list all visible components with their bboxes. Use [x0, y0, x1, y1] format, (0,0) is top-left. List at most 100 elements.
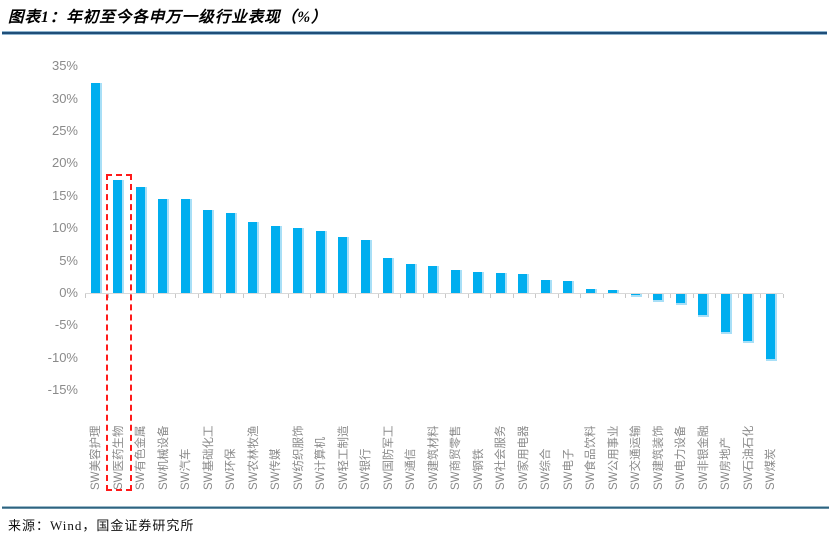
x-axis-label-21: SW电子 [562, 448, 575, 490]
x-axis-tickmark [85, 294, 86, 298]
x-axis-label-22: SW食品饮料 [585, 425, 598, 490]
x-axis-tickmark [647, 294, 649, 298]
x-axis-tickmark [715, 294, 716, 298]
x-axis-label-6: SW环保 [225, 448, 238, 490]
title-divider [2, 31, 827, 35]
y-axis-tick-label: 25% [51, 123, 78, 138]
bar-SW石油石化 [743, 294, 755, 343]
x-axis-tickmark [400, 294, 401, 298]
x-axis-tickmark [152, 294, 154, 298]
bar-SW公用事业 [608, 289, 620, 293]
x-axis-label-0: SW美容护理 [90, 425, 103, 490]
x-axis-line [85, 293, 783, 294]
x-axis-label-4: SW汽车 [180, 448, 193, 490]
x-axis-label-2: SW有色金属 [135, 425, 148, 490]
y-axis-tick-label: -10% [47, 349, 78, 365]
bar-SW家用电器 [518, 274, 530, 293]
x-axis-label-23: SW公用事业 [607, 425, 620, 490]
x-axis-label-12: SW银行 [360, 448, 373, 490]
x-axis-label-29: SW石油石化 [742, 425, 755, 490]
bar-SW农林牧渔 [248, 221, 260, 293]
x-axis-tickmark [760, 294, 761, 298]
bar-SW钢铁 [473, 272, 485, 293]
x-axis-tickmark [310, 294, 311, 298]
x-axis-tickmark [197, 294, 199, 298]
y-axis-tick-label: 15% [51, 187, 78, 203]
bar-SW电子 [563, 281, 575, 293]
x-axis-tickmark [737, 294, 739, 298]
source-note: 来源：Wind，国金证券研究所 [8, 518, 195, 533]
bar-SW电力设备 [675, 294, 687, 306]
x-axis-tickmark [512, 294, 514, 298]
x-axis-label-8: SW传媒 [270, 448, 283, 490]
y-axis-tick-label: 5% [59, 252, 78, 268]
bar-SW有色金属 [135, 187, 147, 293]
bar-SW建筑装饰 [653, 294, 665, 302]
x-axis-label-24: SW交通运输 [630, 425, 643, 490]
x-axis-tickmark [580, 294, 581, 298]
bar-SW交通运输 [630, 294, 642, 298]
x-axis-tickmark [445, 294, 446, 298]
x-axis-label-5: SW基础化工 [202, 425, 215, 490]
x-axis-tickmark [242, 294, 244, 298]
bar-SW煤炭 [765, 294, 777, 362]
bar-SW建筑材料 [428, 266, 440, 293]
bar-SW食品饮料 [585, 289, 597, 293]
x-axis-label-27: SW非银金融 [697, 425, 710, 490]
x-axis-tickmark [422, 294, 424, 298]
x-axis-label-25: SW建筑装饰 [652, 425, 665, 490]
bar-SW轻工制造 [338, 236, 350, 293]
bar-SW美容护理 [90, 83, 102, 293]
x-axis-label-28: SW房地产 [720, 436, 733, 490]
footer-divider [2, 506, 829, 509]
x-axis-label-7: SW农林牧渔 [247, 425, 260, 490]
bar-SW社会服务 [495, 272, 507, 293]
x-axis-tickmark [490, 294, 491, 298]
x-axis-label-18: SW社会服务 [495, 425, 508, 490]
chart-title: 图表1：年初至今各申万一级行业表现（%） [8, 9, 328, 26]
bar-SW计算机 [315, 230, 327, 293]
x-axis-label-26: SW电力设备 [675, 425, 688, 490]
bar-SW银行 [360, 239, 372, 293]
x-axis-tickmark [535, 294, 536, 298]
y-axis-tick-label: 10% [51, 220, 78, 236]
x-axis-label-11: SW轻工制造 [337, 425, 350, 490]
x-axis-tickmark [107, 294, 109, 298]
y-axis-tick-label: 20% [51, 155, 78, 171]
bar-SW传媒 [270, 226, 282, 293]
x-axis-label-16: SW商贸零售 [450, 425, 463, 490]
x-axis-label-9: SW纺织服饰 [292, 425, 305, 490]
x-axis-tickmark [175, 294, 176, 298]
x-axis-tickmark [625, 294, 626, 298]
bar-SW环保 [225, 212, 237, 293]
x-axis-label-30: SW煤炭 [765, 448, 778, 490]
x-axis-tickmark [557, 294, 559, 298]
x-axis-label-15: SW建筑材料 [427, 425, 440, 490]
x-axis-label-3: SW机械设备 [157, 425, 170, 490]
x-axis-tickmark [332, 294, 334, 298]
bar-SW国防军工 [383, 258, 395, 293]
bar-SW机械设备 [158, 199, 170, 293]
y-axis-tick-label: -5% [54, 317, 78, 333]
y-axis-tick-label: 30% [51, 90, 78, 106]
x-axis-tickmark [782, 294, 784, 298]
x-axis-label-10: SW计算机 [315, 436, 328, 490]
bar-SW通信 [405, 264, 417, 293]
x-axis-label-17: SW钢铁 [472, 448, 485, 490]
x-axis-label-19: SW家用电器 [517, 425, 530, 490]
x-axis-tickmark [355, 294, 356, 298]
x-axis-label-20: SW综合 [540, 448, 553, 490]
bar-SW汽车 [180, 199, 192, 293]
x-axis-tickmark [287, 294, 289, 298]
bar-SW综合 [540, 280, 552, 293]
highlight-box [105, 174, 132, 491]
bar-SW医药生物 [113, 179, 125, 293]
y-axis-tick-label: -15% [47, 382, 78, 398]
x-axis-tickmark [670, 294, 671, 298]
bar-SW非银金融 [698, 294, 710, 318]
x-axis-tickmark [467, 294, 469, 298]
x-axis-tickmark [265, 294, 266, 298]
x-axis-label-14: SW通信 [405, 448, 418, 490]
